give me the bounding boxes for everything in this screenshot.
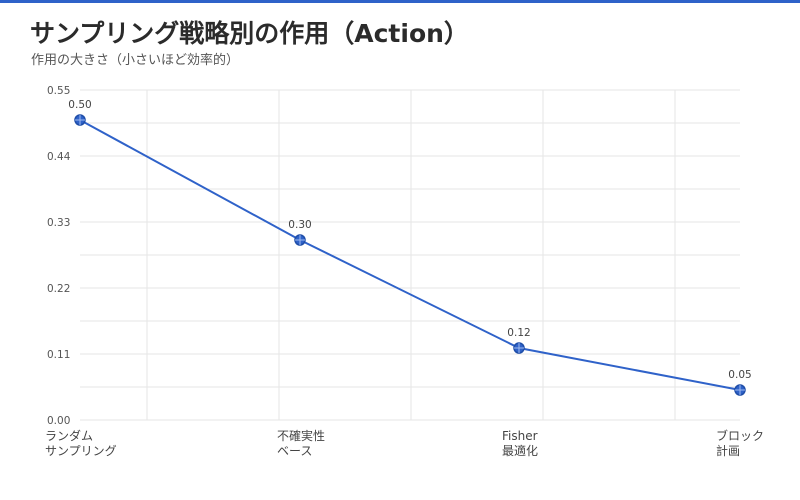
x-tick-label: ランダムサンプリング (45, 428, 117, 458)
y-tick-label: 0.55 (47, 85, 70, 97)
series (74, 114, 746, 396)
data-label: 0.30 (288, 219, 311, 231)
data-labels: 0.50 0.30 0.12 0.05 (68, 99, 751, 381)
chart-title: サンプリング戦略別の作用（Action） (30, 19, 469, 48)
y-tick-label: 0.22 (47, 283, 70, 295)
data-label: 0.05 (728, 369, 751, 381)
x-tick-label: ブロック計画 (716, 428, 764, 458)
top-accent-bar (0, 0, 800, 3)
data-label: 0.12 (507, 327, 530, 339)
chart-subtitle: 作用の大きさ（小さいほど効率的） (31, 53, 240, 68)
grid-lines (80, 89, 740, 421)
x-tick-label: Fisher 最適化 (502, 429, 538, 458)
series-line (79, 119, 741, 391)
y-tick-label: 0.44 (47, 151, 71, 163)
data-label: 0.50 (68, 99, 91, 111)
y-axis-ticks: 0.00 0.11 0.22 0.33 0.44 0.55 (47, 85, 71, 427)
y-tick-label: 0.33 (47, 217, 70, 229)
x-axis-ticks: ランダムサンプリング 不確実性ベース Fisher 最適化 ブロック計画 (45, 428, 764, 458)
y-tick-label: 0.00 (47, 415, 70, 427)
y-tick-label: 0.11 (47, 349, 70, 361)
x-tick-label: 不確実性ベース (277, 428, 325, 458)
